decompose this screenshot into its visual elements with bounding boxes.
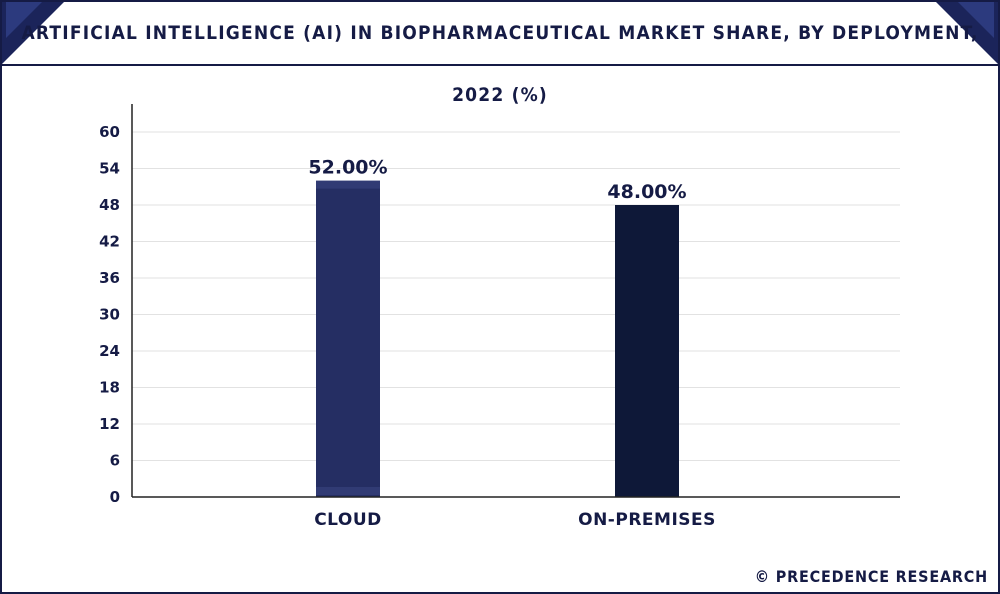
bars — [316, 180, 679, 497]
y-tick-label: 30 — [99, 306, 120, 324]
title-corner-right-accent — [958, 2, 994, 38]
data-labels: 52.00% 48.00% — [308, 157, 686, 203]
title-corner-decorations — [2, 2, 998, 64]
y-tick-label: 48 — [99, 196, 120, 214]
bar-highlight-bottom — [316, 487, 380, 495]
y-tick-label: 24 — [99, 342, 120, 360]
bar-cloud — [316, 180, 380, 497]
data-label-cloud: 52.00% — [308, 157, 387, 179]
title-corner-left-accent — [6, 2, 42, 38]
y-tick-label: 36 — [99, 269, 120, 287]
x-axis-categories: CLOUD ON-PREMISES — [314, 510, 716, 530]
x-category-label: ON-PREMISES — [578, 510, 716, 530]
y-tick-label: 60 — [99, 123, 120, 141]
title-band: ARTIFICIAL INTELLIGENCE (AI) IN BIOPHARM… — [2, 2, 998, 106]
source-credit: © PRECEDENCE RESEARCH — [754, 567, 988, 586]
gridlines — [132, 131, 900, 461]
chart-title: ARTIFICIAL INTELLIGENCE (AI) IN BIOPHARM… — [21, 22, 979, 106]
bar-on-premises — [615, 205, 679, 497]
y-tick-label: 54 — [99, 160, 120, 178]
x-category-label: CLOUD — [314, 510, 382, 530]
data-label-on-premises: 48.00% — [607, 181, 686, 203]
y-tick-label: 0 — [110, 488, 120, 506]
y-tick-label: 6 — [110, 452, 120, 470]
y-tick-label: 42 — [99, 233, 120, 251]
y-tick-label: 12 — [99, 415, 120, 433]
bar-highlight-top — [316, 180, 380, 189]
y-axis-ticks: 0 6 12 18 24 30 36 42 48 54 60 — [99, 123, 120, 506]
y-tick-label: 18 — [99, 379, 120, 397]
